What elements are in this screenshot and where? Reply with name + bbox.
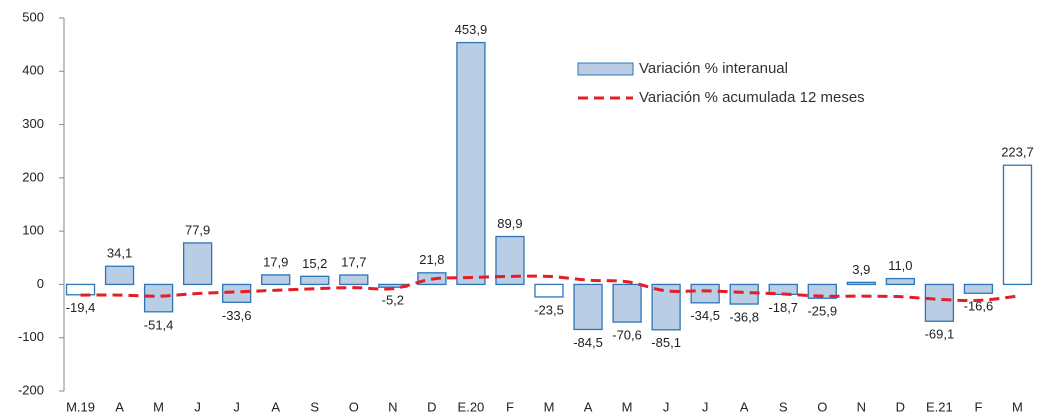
value-label: 11,0 (888, 258, 912, 273)
value-label: 89,9 (497, 216, 522, 231)
value-label: -16,6 (964, 299, 994, 314)
y-tick-label: 300 (22, 116, 44, 131)
value-label: -51,4 (144, 317, 174, 332)
x-tick-label: N (857, 399, 866, 414)
bar (300, 275, 330, 286)
bar (1002, 164, 1033, 286)
x-tick-label: A (584, 399, 593, 414)
line (80, 274, 1018, 303)
bar (612, 283, 642, 323)
value-label: -25,9 (807, 304, 837, 319)
bar (143, 283, 174, 313)
value-label: -85,1 (651, 335, 681, 350)
x-tick-label: A (115, 399, 124, 414)
x-tick-label: O (349, 399, 359, 414)
legend-label: Variación % interanual (639, 60, 788, 77)
x-tick-label: J (702, 399, 709, 414)
x-tick-label: M (153, 399, 164, 414)
x-tick-label: J (194, 399, 201, 414)
value-label: 223,7 (1001, 145, 1034, 160)
legend-label: Variación % acumulada 12 meses (639, 89, 865, 106)
y-tick-label: -200 (18, 382, 44, 397)
bar (963, 283, 994, 294)
bar (456, 41, 486, 286)
y-tick-label: -100 (18, 329, 44, 344)
value-label: -34,5 (690, 308, 720, 323)
value-label: -23,5 (534, 302, 564, 317)
x-tick-label: F (974, 399, 982, 414)
y-tick-label: 0 (37, 276, 44, 291)
value-label: 3,9 (852, 262, 870, 277)
value-label: -84,5 (573, 335, 603, 350)
y-tick-label: 400 (22, 63, 44, 78)
legend-swatch (577, 62, 634, 76)
bar (261, 274, 291, 286)
x-tick-label: N (388, 399, 397, 414)
x-tick-label: S (310, 399, 319, 414)
x-tick-label: F (506, 399, 514, 414)
x-tick-label: J (233, 399, 240, 414)
x-tick-label: E.21 (926, 399, 953, 414)
bar (222, 283, 252, 303)
value-label: -69,1 (925, 327, 955, 342)
bar (182, 242, 213, 286)
value-label: 17,7 (341, 254, 366, 269)
value-label: 77,9 (185, 222, 210, 237)
y-tick-label: 100 (22, 223, 44, 238)
value-label: -70,6 (612, 327, 642, 342)
x-tick-label: O (817, 399, 827, 414)
value-label: 453,9 (455, 22, 488, 37)
x-tick-label: D (896, 399, 905, 414)
x-tick-label: E.20 (458, 399, 485, 414)
bar (534, 283, 564, 298)
x-tick-label: M (544, 399, 555, 414)
value-label: 34,1 (107, 246, 132, 261)
x-tick-label: M (622, 399, 633, 414)
x-tick-label: S (779, 399, 788, 414)
x-tick-label: J (663, 399, 670, 414)
y-tick-label: 200 (22, 169, 44, 184)
value-label: -19,4 (66, 300, 96, 315)
x-tick-label: M.19 (66, 399, 95, 414)
value-label: 21,8 (419, 252, 444, 267)
x-tick-label: D (427, 399, 436, 414)
x-tick-label: A (740, 399, 749, 414)
bar (690, 283, 720, 304)
value-label: 15,2 (302, 256, 327, 271)
bar (846, 281, 876, 286)
value-label: -33,6 (222, 308, 252, 323)
bar (65, 283, 96, 296)
bar (104, 265, 135, 286)
value-label: -5,2 (382, 293, 404, 308)
bar (885, 277, 916, 286)
x-tick-label: M (1012, 399, 1023, 414)
value-label: 17,9 (263, 254, 288, 269)
bar (573, 283, 603, 331)
bar (924, 283, 955, 322)
value-label: -18,7 (768, 300, 798, 315)
y-tick-label: 500 (22, 9, 44, 24)
x-tick-label: A (271, 399, 280, 414)
value-label: -36,8 (729, 309, 759, 324)
bar (339, 274, 369, 286)
